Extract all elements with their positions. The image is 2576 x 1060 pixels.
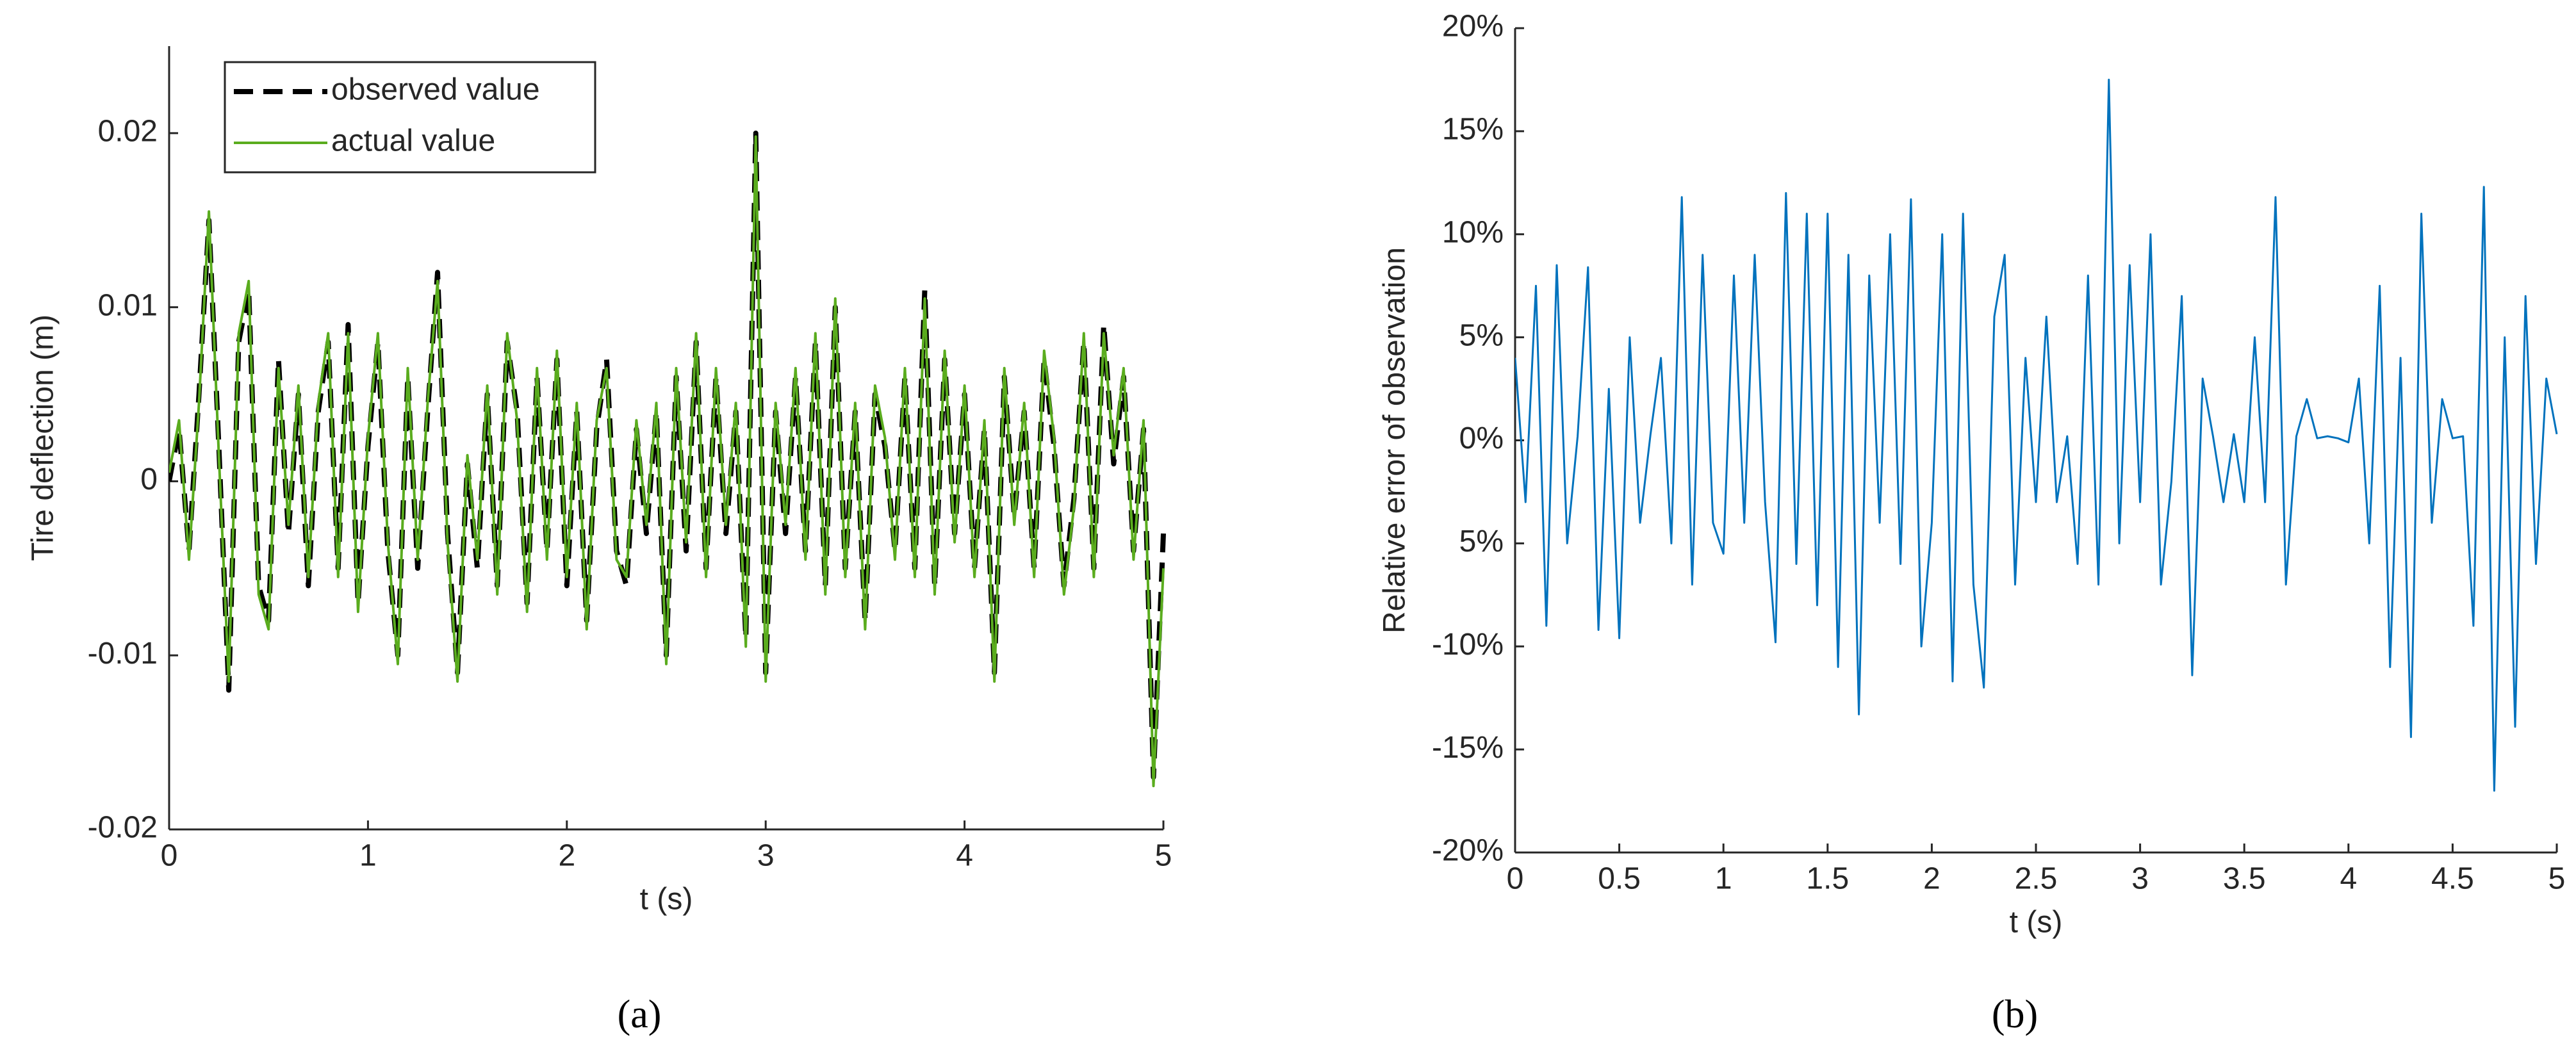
y-tick-label: 5%	[1459, 525, 1504, 559]
y-tick-label: 0	[140, 462, 158, 496]
data-line	[169, 135, 1165, 788]
x-tick-label: 3.5	[2223, 862, 2266, 896]
x-tick-label: 2.5	[2015, 862, 2058, 896]
legend-label: observed value	[331, 73, 540, 107]
data-line	[169, 130, 1166, 780]
x-tick-label: 1	[1715, 862, 1732, 896]
x-tick-label: 4	[2340, 862, 2357, 896]
y-tick-label: -10%	[1432, 628, 1504, 662]
x-axis-label: t (s)	[640, 883, 693, 917]
x-tick-label: 2	[558, 839, 575, 873]
data-line	[1515, 78, 2558, 792]
x-tick-label: 3	[757, 839, 775, 873]
x-tick-label: 2	[1923, 862, 1940, 896]
y-tick-label: 10%	[1442, 215, 1504, 249]
y-tick-label: 0%	[1459, 421, 1504, 455]
x-tick-label: 5	[2548, 862, 2566, 896]
x-tick-label: 0	[1507, 862, 1524, 896]
caption: (a)	[618, 993, 662, 1036]
y-tick-label: -0.02	[88, 811, 158, 845]
x-tick-label: 0	[161, 839, 178, 873]
legend-label: actual value	[331, 124, 495, 158]
x-axis-label: t (s)	[2010, 906, 2063, 940]
legend-box	[224, 61, 596, 174]
y-tick-label: -15%	[1432, 731, 1504, 765]
y-tick-label: -20%	[1432, 834, 1504, 868]
x-tick-label: 4	[956, 839, 973, 873]
y-axis-label: Relative error of observation	[1378, 247, 1412, 633]
y-tick-label: 15%	[1442, 113, 1504, 147]
x-tick-label: 4.5	[2431, 862, 2474, 896]
y-axis-label: Tire deflection (m)	[26, 314, 60, 561]
x-tick-label: 1.5	[1806, 862, 1849, 896]
y-tick-label: 20%	[1442, 10, 1504, 44]
x-tick-label: 1	[359, 839, 377, 873]
caption: (b)	[1992, 993, 2038, 1036]
y-tick-label: 0.02	[98, 115, 158, 149]
x-tick-label: 3	[2131, 862, 2149, 896]
y-tick-label: 0.01	[98, 288, 158, 322]
y-tick-label: 5%	[1459, 318, 1504, 352]
x-tick-label: 5	[1155, 839, 1172, 873]
x-tick-label: 0.5	[1598, 862, 1641, 896]
y-tick-label: -0.01	[88, 637, 158, 671]
